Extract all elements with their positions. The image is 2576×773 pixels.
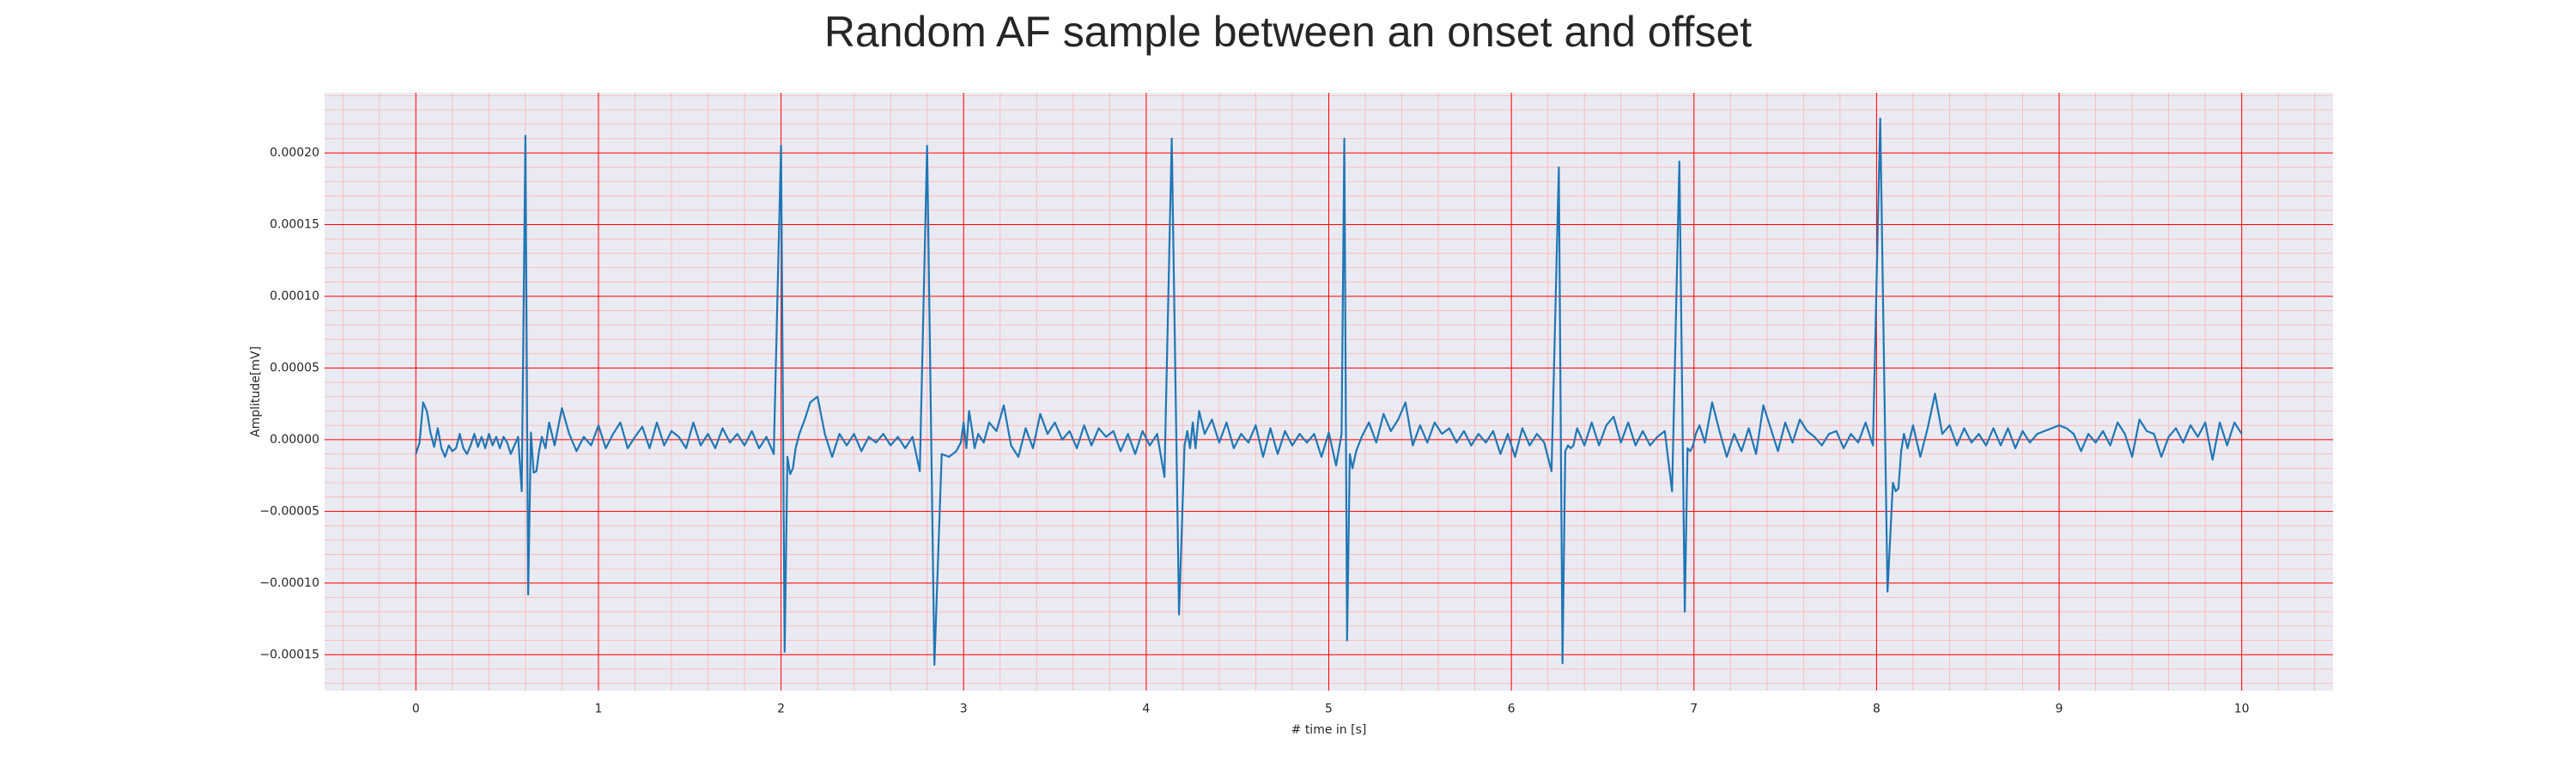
x-tick-label: 4	[1142, 703, 1150, 716]
y-tick-label: 0.00015	[270, 218, 319, 232]
x-tick-label: 8	[1873, 703, 1880, 716]
x-tick-label: 1	[594, 703, 602, 716]
x-tick-label: 2	[777, 703, 785, 716]
x-tick-label: 10	[2234, 703, 2250, 716]
y-tick-label: −0.00010	[259, 576, 319, 590]
y-tick-label: 0.00010	[270, 289, 319, 303]
x-tick-label: 6	[1508, 703, 1516, 716]
x-tick-label: 3	[960, 703, 968, 716]
chart-title: Random AF sample between an onset and of…	[823, 8, 1753, 56]
y-tick-label: −0.00015	[259, 648, 319, 661]
x-axis-ticks: 0 1 2 3 4 5 6 7 8 9 10	[412, 703, 2250, 716]
y-tick-label: 0.00020	[270, 146, 319, 160]
y-tick-label: 0.00000	[270, 433, 319, 447]
y-axis-label: Amplitude[mV]	[249, 346, 263, 437]
x-tick-label: 0	[412, 703, 420, 716]
major-grid	[325, 93, 2333, 691]
series-line	[415, 117, 2243, 666]
y-tick-label: 0.00005	[270, 361, 319, 374]
x-tick-label: 7	[1690, 703, 1698, 716]
y-tick-label: −0.00005	[259, 504, 319, 518]
x-axis-label: # time in [s]	[1291, 723, 1367, 737]
series-layer	[415, 117, 2243, 666]
x-tick-label: 9	[2056, 703, 2063, 716]
y-axis-ticks: −0.00015 −0.00010 −0.00005 0.00000 0.00005 0.…	[259, 146, 319, 661]
x-tick-label: 5	[1325, 703, 1333, 716]
